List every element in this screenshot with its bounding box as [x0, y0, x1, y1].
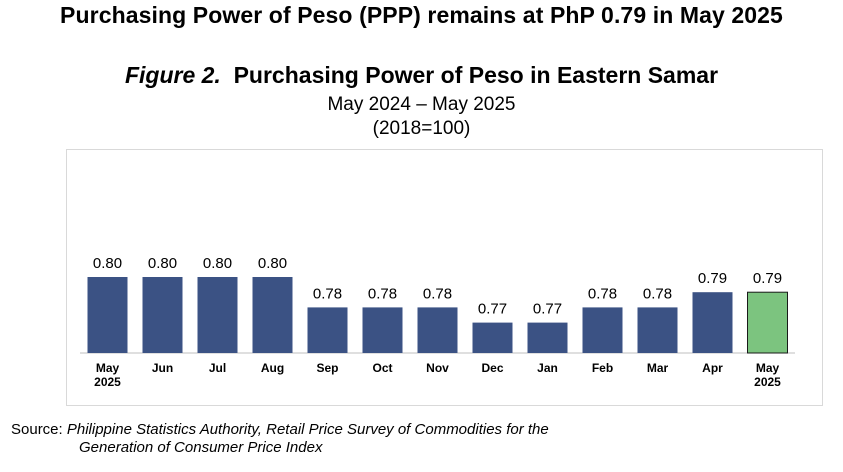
x-tick-label: Jun: [152, 361, 173, 375]
bar: [252, 277, 293, 353]
x-tick-label: Feb: [592, 361, 613, 375]
data-label: 0.77: [478, 301, 507, 318]
x-tick-label: Jul: [209, 361, 226, 375]
x-tick-label: Dec: [481, 361, 503, 375]
x-tick-label: Oct: [372, 361, 392, 375]
x-tick-label: Nov: [426, 361, 449, 375]
source-note: Source: Philippine Statistics Authority,…: [11, 421, 549, 457]
bar: [417, 307, 458, 353]
bar: [582, 307, 623, 353]
x-tick-label: Jan: [537, 361, 558, 375]
figure-subtitle: May 2024 – May 2025: [327, 94, 516, 115]
x-tick-label: 2025: [94, 375, 121, 389]
data-label: 0.78: [643, 285, 672, 302]
bar: [142, 277, 183, 353]
x-tick-label: Mar: [647, 361, 669, 375]
x-tick-label: Apr: [702, 361, 723, 375]
bar: [307, 307, 348, 353]
data-label: 0.80: [93, 255, 122, 272]
bar: [692, 292, 733, 353]
x-tick-label: May: [756, 361, 780, 375]
data-label: 0.78: [588, 285, 617, 302]
x-tick-label: May: [96, 361, 120, 375]
data-label: 0.78: [313, 285, 342, 302]
figure-title-text: Purchasing Power of Peso in Eastern Sama…: [233, 62, 719, 88]
data-label: 0.79: [698, 270, 727, 287]
source-line-1: Philippine Statistics Authority, Retail …: [66, 421, 549, 438]
figure-label: Figure 2.: [124, 62, 221, 88]
bar-highlight: [747, 291, 788, 354]
data-label: 0.78: [368, 285, 397, 302]
bar: [362, 307, 403, 353]
data-label: 0.78: [423, 285, 452, 302]
data-label: 0.80: [203, 255, 232, 272]
bar: [472, 322, 513, 353]
data-label: 0.80: [258, 255, 287, 272]
figure-base-year: (2018=100): [372, 118, 471, 139]
data-label: 0.79: [753, 270, 782, 287]
headline: Purchasing Power of Peso (PPP) remains a…: [60, 2, 783, 28]
figure-title: Figure 2. Purchasing Power of Peso in Ea…: [0, 62, 843, 89]
bar: [197, 277, 238, 353]
x-tick-label: Aug: [261, 361, 284, 375]
bar: [527, 322, 568, 353]
source-line-2: Generation of Consumer Price Index: [79, 439, 323, 456]
data-label: 0.80: [148, 255, 177, 272]
data-label: 0.77: [533, 301, 562, 318]
x-tick-label: Sep: [316, 361, 338, 375]
bar: [637, 307, 678, 353]
source-prefix: Source:: [11, 421, 63, 438]
bar-chart: 0.80May20250.80Jun0.80Jul0.80Aug0.78Sep0…: [80, 255, 795, 389]
bar: [87, 277, 128, 353]
chart-frame: [66, 149, 823, 406]
x-tick-label: 2025: [754, 375, 781, 389]
